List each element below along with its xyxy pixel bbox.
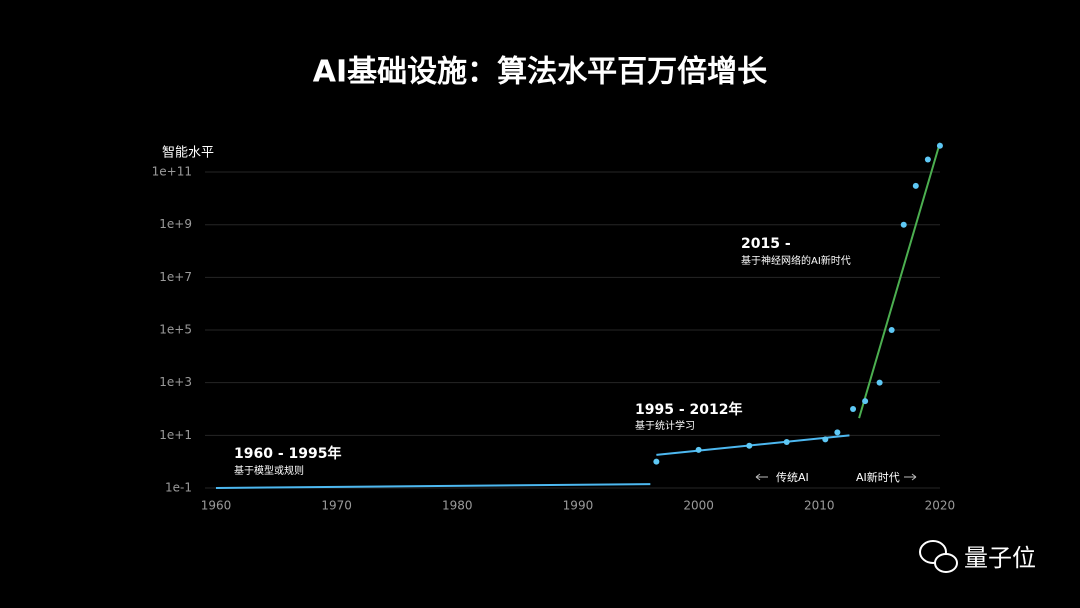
- point: [746, 442, 753, 449]
- x-tick-label: 1990: [563, 499, 594, 513]
- era-arrow: [904, 473, 917, 481]
- point: [850, 405, 857, 412]
- point: [888, 327, 895, 334]
- point: [822, 436, 829, 443]
- chart-title: AI基础设施：算法水平百万倍增长: [313, 55, 767, 90]
- x-tick-label: 1970: [321, 499, 352, 513]
- trend-line: [858, 142, 941, 419]
- era-label: AI新时代: [856, 470, 900, 484]
- point: [924, 156, 931, 163]
- y-tick-label: 1e+3: [159, 375, 192, 389]
- y-tick-label: 1e+5: [159, 323, 192, 337]
- x-tick-label: 1980: [442, 499, 473, 513]
- trend-line: [215, 483, 651, 489]
- point: [936, 142, 943, 149]
- point: [653, 458, 660, 465]
- era-label: 传统AI: [776, 471, 809, 484]
- annotation-title: 1960 - 1995年: [234, 445, 342, 462]
- y-axis-label: 智能水平: [162, 146, 214, 161]
- watermark-icon: [919, 540, 958, 573]
- annotation-text: 基于神经网络的AI新时代: [741, 254, 851, 267]
- era-arrow: [755, 473, 768, 481]
- y-tick-label: 1e+7: [159, 270, 192, 284]
- point: [783, 438, 790, 445]
- y-tick-label: 1e+1: [159, 428, 192, 442]
- watermark: 量子位: [964, 544, 1036, 572]
- y-tick-label: 1e-1: [165, 480, 192, 494]
- annotation-text: 基于模型或规则: [234, 464, 304, 477]
- trend-line: [656, 434, 850, 456]
- x-tick-label: 2020: [925, 499, 956, 513]
- annotation-text: 基于统计学习: [635, 419, 695, 432]
- point: [834, 429, 841, 436]
- point: [900, 221, 907, 228]
- y-tick-label: 1e+11: [152, 165, 192, 179]
- point: [912, 182, 919, 189]
- annotation-title: 1995 - 2012年: [635, 401, 743, 418]
- annotation-title: 2015 -: [741, 236, 791, 252]
- point: [695, 446, 702, 453]
- x-tick-label: 2010: [804, 499, 835, 513]
- point: [862, 398, 869, 405]
- x-tick-label: 1960: [201, 499, 232, 513]
- point: [876, 379, 883, 386]
- x-tick-label: 2000: [683, 499, 714, 513]
- y-tick-label: 1e+9: [159, 217, 192, 231]
